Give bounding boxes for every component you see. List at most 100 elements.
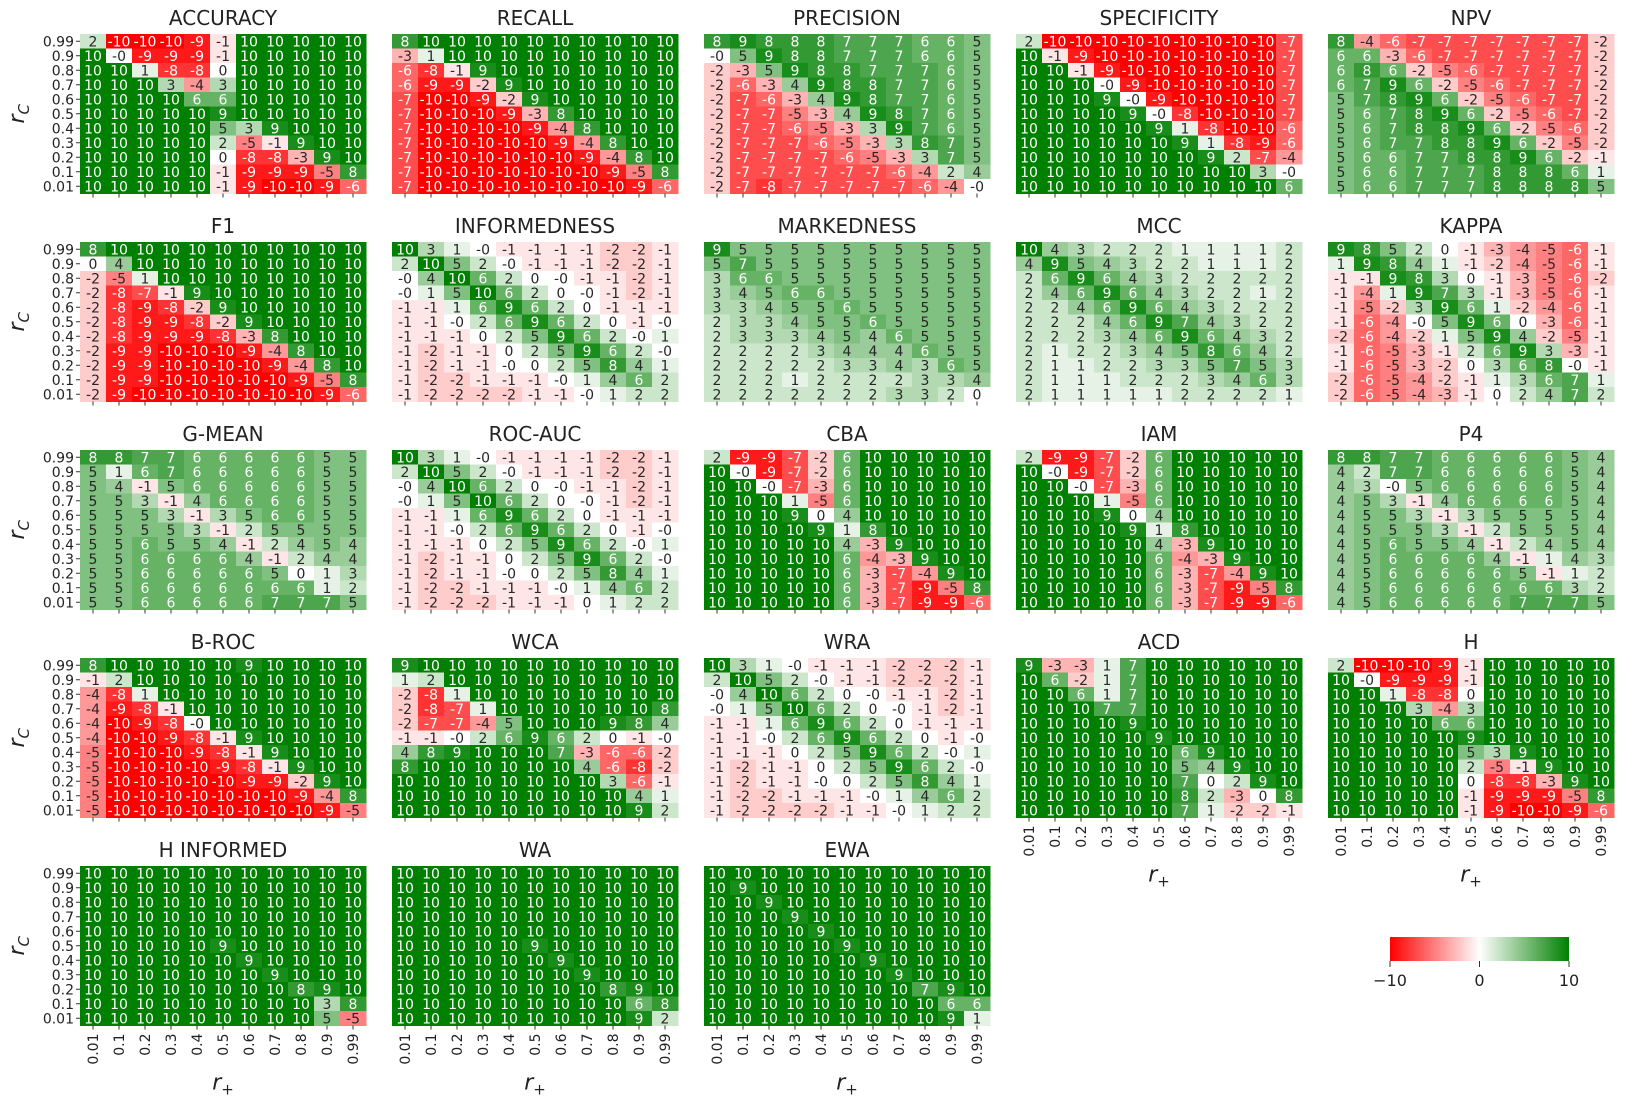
heatmap-cell-label: -6 — [918, 179, 932, 195]
heatmap-cell-label: -2 — [788, 803, 802, 819]
heatmap-cell-label: -6 — [346, 179, 360, 195]
heatmap-cell-label: 5 — [1363, 595, 1372, 611]
heatmap-cell-label: 10 — [1020, 803, 1038, 819]
heatmap-cell-label: -6 — [970, 595, 984, 611]
heatmap-cell-label: -7 — [840, 179, 854, 195]
heatmap-cell-label: 5 — [1597, 179, 1606, 195]
heatmap-cell-label: 10 — [604, 803, 622, 819]
heatmap-cell-label: 10 — [1124, 179, 1142, 195]
heatmap-cell-label: -10 — [160, 387, 183, 403]
heatmap-cell-label: 6 — [193, 595, 202, 611]
heatmap-cell-label: 10 — [84, 179, 102, 195]
heatmap-cell-label: -1 — [866, 803, 880, 819]
heatmap-cell-label: 10 — [1202, 179, 1220, 195]
heatmap-cell-label: -2 — [1256, 803, 1270, 819]
heatmap-cell-label: -2 — [476, 387, 490, 403]
heatmap-cell-label: -2 — [424, 595, 438, 611]
y-axis-label: rC — [5, 103, 33, 123]
heatmap-cell-label: -0 — [580, 387, 594, 403]
y-axis-label: rC — [5, 727, 33, 747]
heatmap-cell-label: 1 — [1285, 387, 1294, 403]
heatmap-cell-label: -3 — [1438, 387, 1452, 403]
heatmap-cell-label: -10 — [472, 179, 495, 195]
heatmap-cell-label: 2 — [661, 803, 670, 819]
heatmap-cell-label: 6 — [141, 595, 150, 611]
heatmap-cell-label: -7 — [736, 179, 750, 195]
heatmap-cell-label: 0 — [1493, 387, 1502, 403]
heatmap-cell-label: -10 — [576, 179, 599, 195]
heatmap-cell-label: 7 — [271, 595, 280, 611]
heatmap-cell-label: 2 — [1233, 387, 1242, 403]
heatmap-cell-label: -1 — [1464, 387, 1478, 403]
heatmap-cell-label: -2 — [450, 387, 464, 403]
panel-title: F1 — [211, 214, 235, 238]
heatmap-cell-label: 10 — [1072, 179, 1090, 195]
heatmap-cell-label: -10 — [160, 803, 183, 819]
heatmap-cell-label: -10 — [212, 387, 235, 403]
y-tick-label: 0.01 — [43, 387, 74, 403]
heatmap-cell-label: 6 — [1285, 179, 1294, 195]
panel-title: ACD — [1138, 630, 1181, 654]
heatmap-cell-label: 10 — [448, 803, 466, 819]
heatmap-cell-label: 2 — [1597, 387, 1606, 403]
heatmap-cell-label: -7 — [398, 179, 412, 195]
heatmap-cell-label: -10 — [134, 387, 157, 403]
heatmap-cell-label: -10 — [186, 803, 209, 819]
y-axis-label-subscript: C — [15, 103, 33, 114]
heatmap-cell-label: -9 — [320, 803, 334, 819]
x-tick-label: 0.8 — [1230, 826, 1246, 848]
heatmap-cell-label: 10 — [1124, 595, 1142, 611]
heatmap-cell-label: -1 — [398, 595, 412, 611]
heatmap-cell-label: 10 — [812, 595, 830, 611]
x-tick-label: 0.4 — [1126, 825, 1142, 847]
heatmap-cell-label: -9 — [1256, 595, 1270, 611]
heatmap-cell-label: 10 — [1124, 803, 1142, 819]
panel-title: CBA — [826, 422, 868, 446]
heatmap-cell-label: -6 — [658, 179, 672, 195]
heatmap-cell-label: -9 — [112, 387, 126, 403]
heatmap-cell-label: 10 — [1254, 179, 1272, 195]
heatmap-cell-label: 1 — [1129, 387, 1138, 403]
heatmap-cell-label: 10 — [1020, 179, 1038, 195]
heatmap-cell-label: -7 — [1204, 595, 1218, 611]
heatmap-cell-label: -7 — [814, 179, 828, 195]
heatmap-cell-label: 2 — [791, 387, 800, 403]
heatmap-cell-label: 1 — [921, 803, 930, 819]
panel-title: MARKEDNESS — [778, 214, 917, 238]
heatmap-cell-label: 7 — [1181, 803, 1190, 819]
heatmap-cell-label: -1 — [840, 803, 854, 819]
heatmap-cell-label: 6 — [1415, 595, 1424, 611]
heatmap-cell-label: -1 — [502, 595, 516, 611]
heatmap-cell-label: 6 — [1363, 179, 1372, 195]
heatmap-cell-label: 5 — [1597, 595, 1606, 611]
heatmap-cell-label: 3 — [921, 387, 930, 403]
heatmap-cell-label: -10 — [550, 179, 573, 195]
y-axis-label-subscript: C — [15, 727, 33, 738]
heatmap-cell-label: 6 — [1389, 179, 1398, 195]
heatmap-cell-label: 1 — [1077, 387, 1086, 403]
heatmap-cell-label: -7 — [866, 179, 880, 195]
x-tick-label: 0.9 — [1256, 826, 1272, 848]
panel-title: NPV — [1451, 6, 1492, 30]
heatmap-cell-label: 5 — [1337, 179, 1346, 195]
heatmap-cell-label: 10 — [786, 595, 804, 611]
heatmap-cell-label: 10 — [1072, 803, 1090, 819]
heatmap-cell-label: 2 — [661, 387, 670, 403]
y-axis-label-subscript: C — [15, 311, 33, 322]
heatmap-cell-label: -10 — [264, 803, 287, 819]
heatmap-cell-label: 7 — [1545, 595, 1554, 611]
heatmap-cell-label: -2 — [450, 595, 464, 611]
heatmap-cell-label: 2 — [713, 387, 722, 403]
x-tick-label: 0.01 — [1022, 826, 1038, 857]
heatmap-cell-label: -10 — [446, 179, 469, 195]
